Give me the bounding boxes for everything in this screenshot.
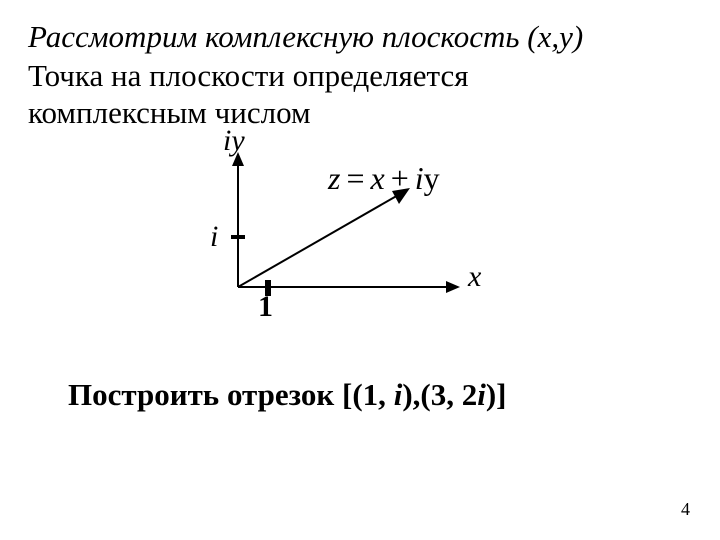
y-axis-arrow <box>232 152 244 166</box>
task-i2: i <box>477 377 486 412</box>
x-axis-arrow <box>446 281 460 293</box>
task-prefix: Построить отрезок [(1, <box>68 377 394 412</box>
vector-z-arrow <box>392 188 410 204</box>
vector-z <box>238 194 400 287</box>
heading-line-1: Рассмотрим комплексную плоскость (x,y) <box>28 18 692 55</box>
task-suffix: )] <box>486 377 507 412</box>
heading-line-3: комплексным числом <box>28 94 692 131</box>
task-mid: ),(3, 2 <box>402 377 477 412</box>
axes-svg <box>148 132 648 332</box>
slide: Рассмотрим комплексную плоскость (x,y) Т… <box>0 0 720 540</box>
task-text: Построить отрезок [(1, i),(3, 2i)] <box>68 377 692 413</box>
heading-line-2: Точка на плоскости определяется <box>28 57 692 94</box>
complex-plane-diagram: iy i x 1 z=x+iy <box>148 132 648 332</box>
page-number: 4 <box>681 499 690 520</box>
